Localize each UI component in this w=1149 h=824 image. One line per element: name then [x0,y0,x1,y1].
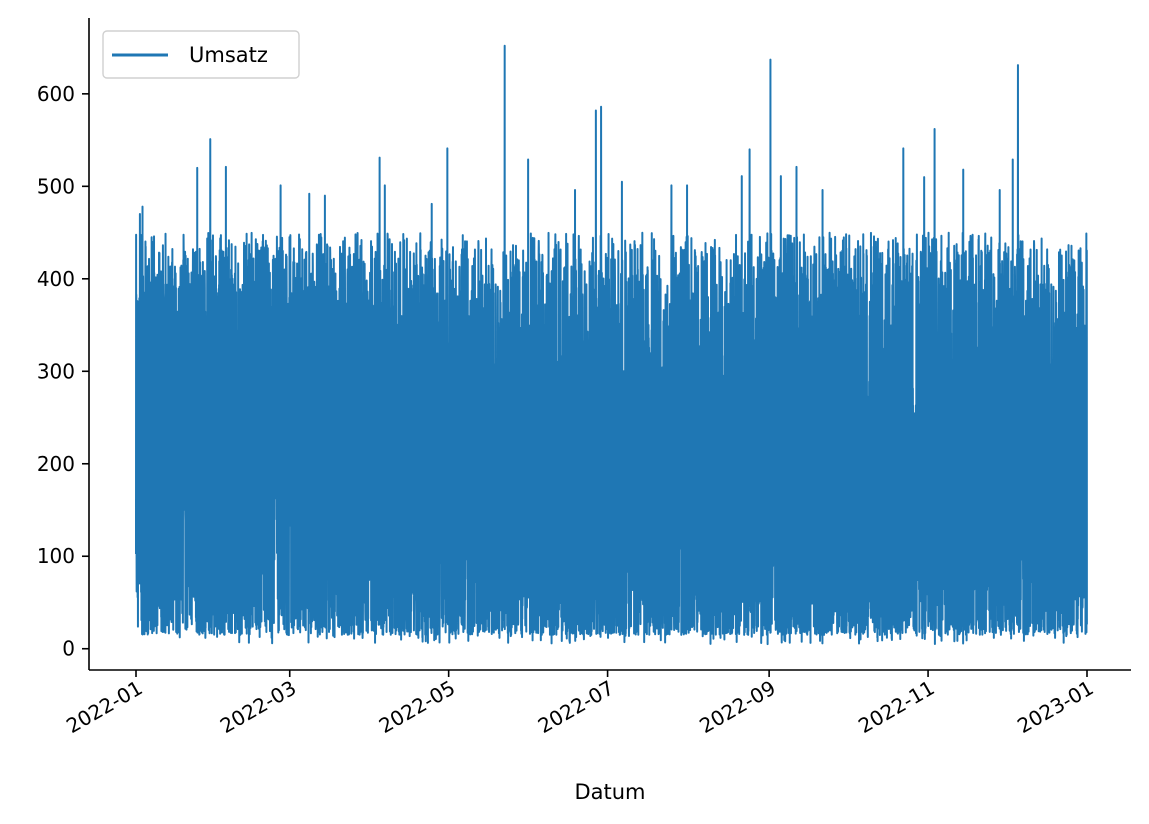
y-tick-label: 400 [37,267,75,291]
y-ticks: 0 100 200 300 400 500 600 [37,82,89,661]
x-tick-label: 2022-01 [62,676,146,739]
x-ticks: 2022-01 2022-03 2022-05 2022-07 2022-09 2022-… [62,670,1098,739]
x-tick-label: 2022-05 [375,676,459,739]
y-tick-label: 100 [37,544,75,568]
y-tick-label: 500 [37,174,75,198]
legend-frame [102,30,300,79]
y-tick-label: 600 [37,82,75,106]
y-tick-label: 200 [37,452,75,476]
x-tick-label: 2023-01 [1013,676,1097,739]
x-tick-label: 2022-03 [216,676,300,739]
legend-label-umsatz: Umsatz [189,43,268,67]
x-tick-label: 2022-09 [695,676,779,739]
x-tick-label: 2022-11 [854,676,938,739]
y-tick-label: 0 [62,637,75,661]
series-line-umsatz [135,44,1088,646]
axes [88,18,1131,671]
legend: Umsatz [102,30,300,79]
y-tick-label: 300 [37,359,75,383]
series-umsatz [135,44,1088,646]
x-tick-label: 2022-07 [534,676,618,739]
x-axis-title: Datum [574,780,645,804]
